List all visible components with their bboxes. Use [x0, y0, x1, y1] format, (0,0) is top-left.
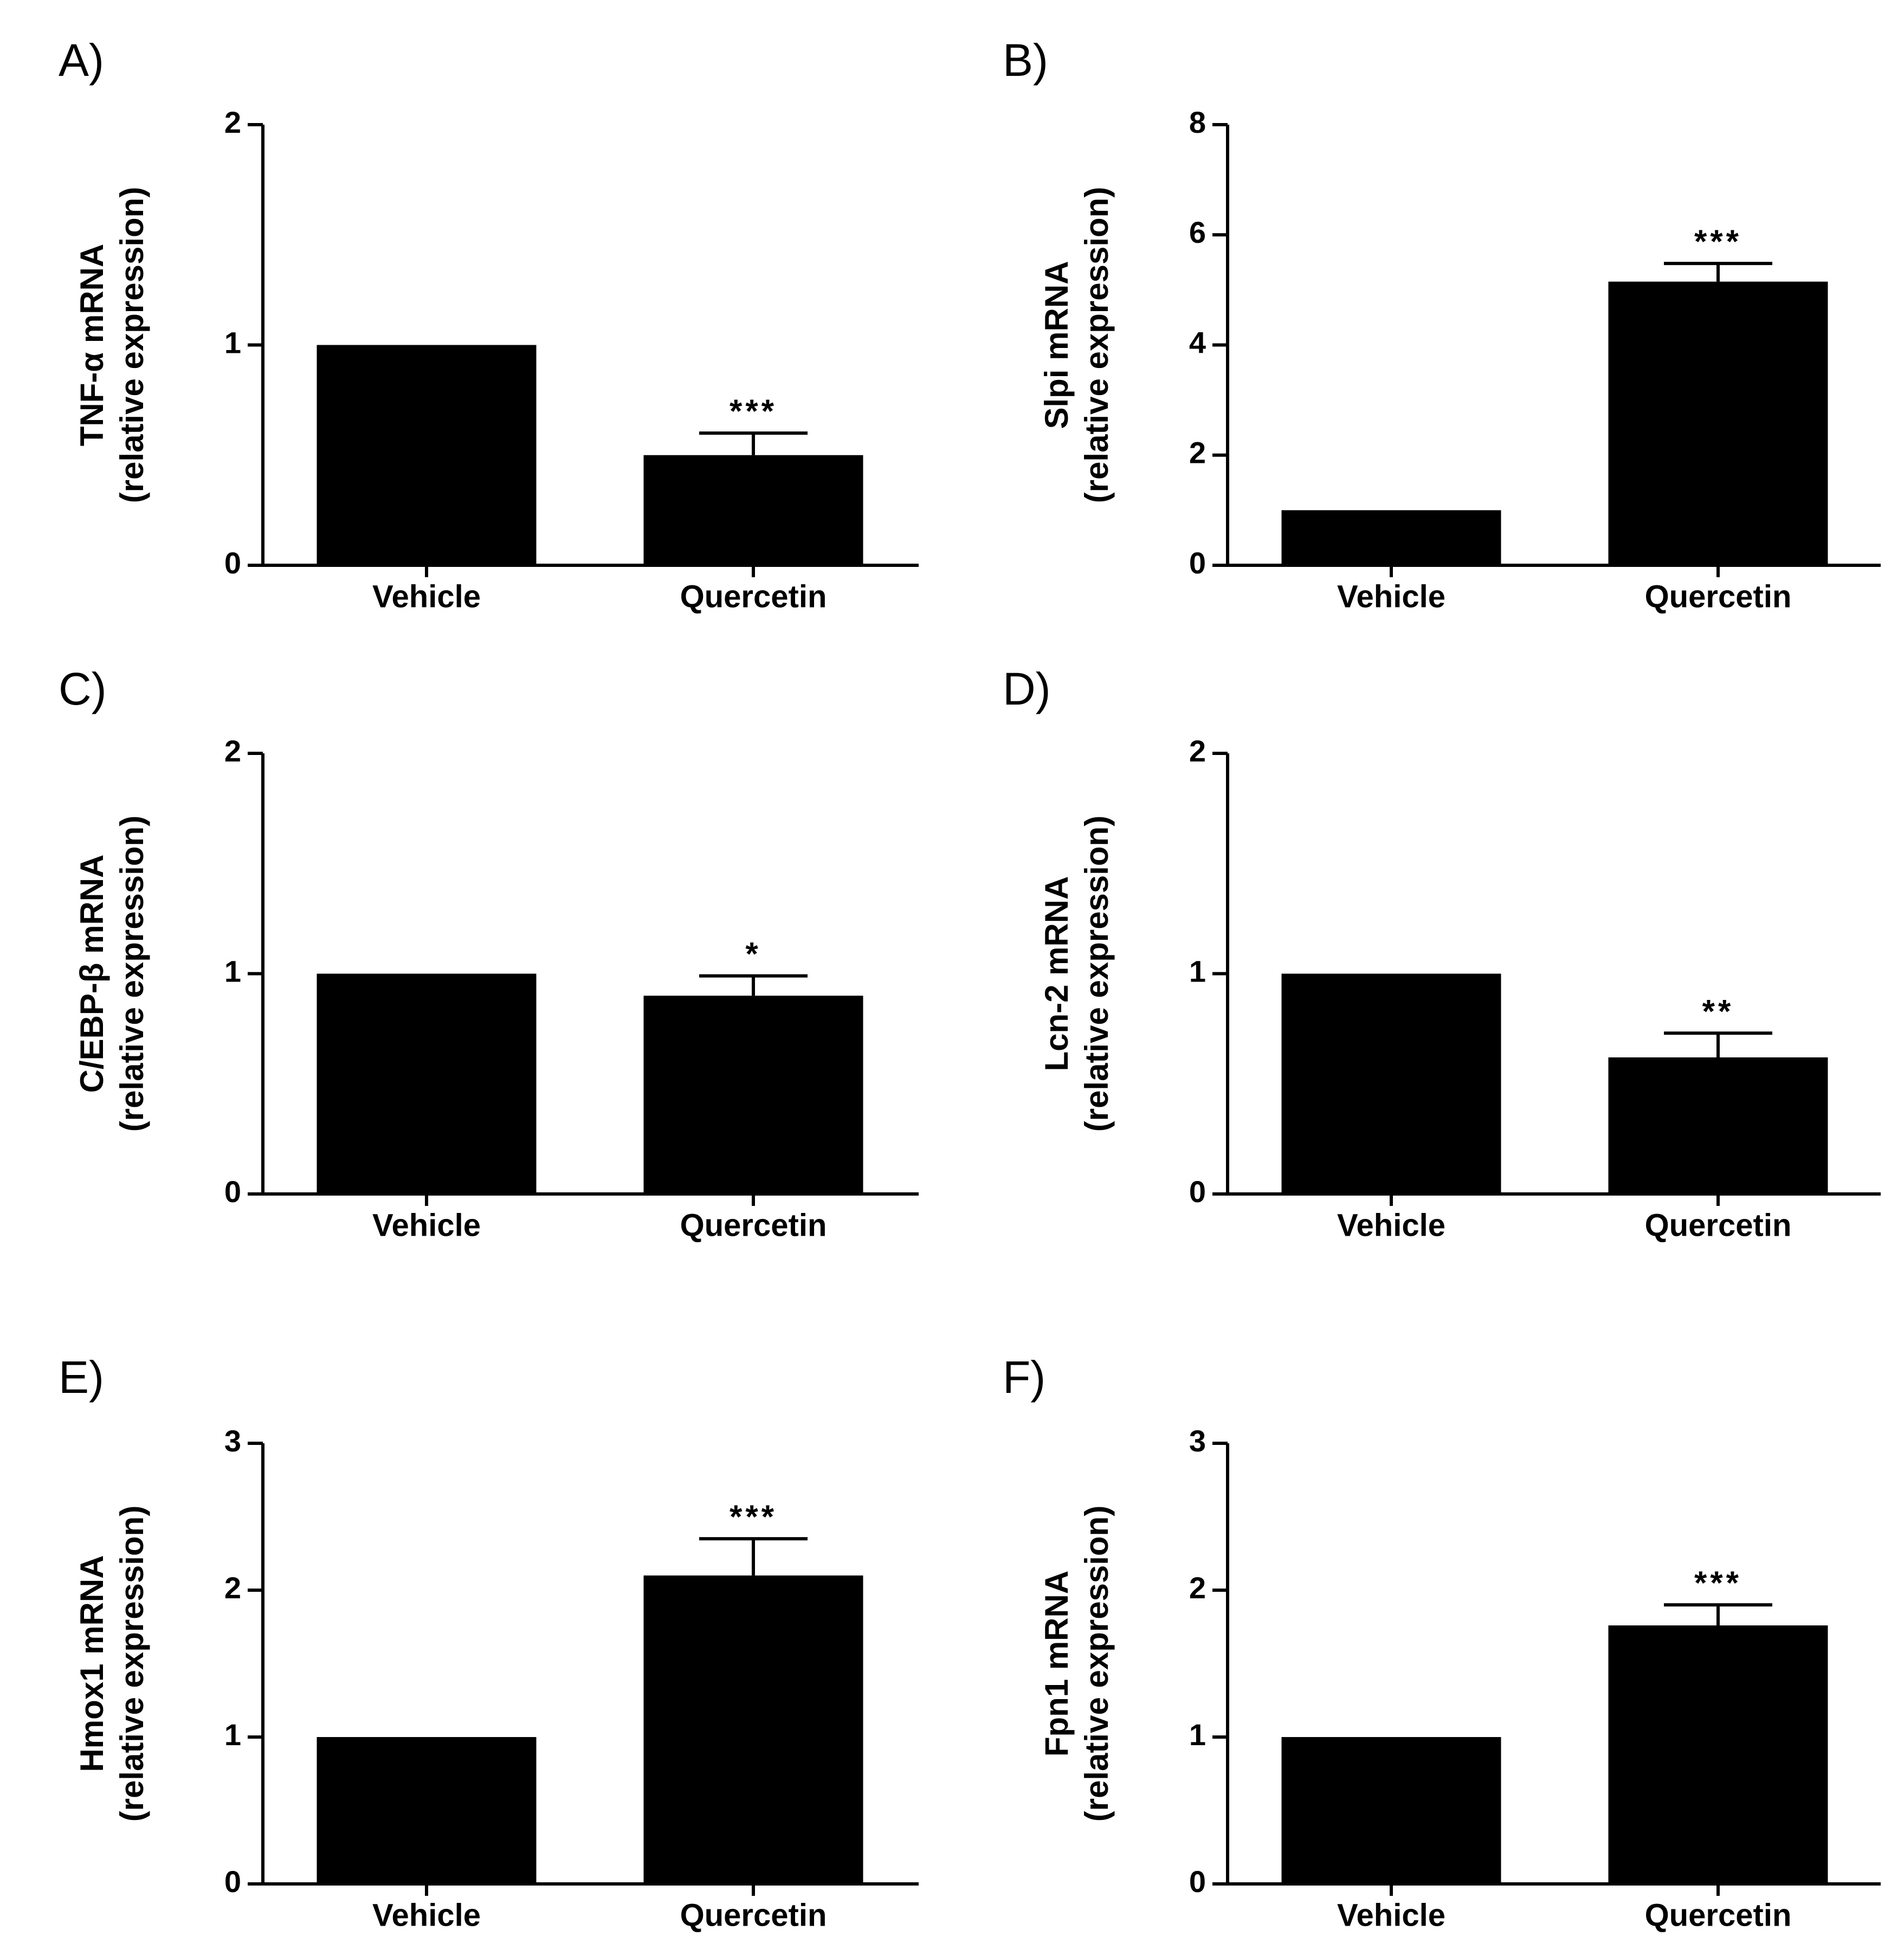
y-tick-label: 1 [1189, 954, 1206, 988]
y-axis-label-unit: (relative expression) [1079, 1506, 1115, 1822]
y-tick-label: 0 [224, 1864, 241, 1899]
y-tick-label: 1 [224, 325, 241, 359]
y-tick-label: 0 [1189, 1864, 1206, 1899]
y-tick-label: 0 [224, 546, 241, 580]
bar-vehicle [1281, 510, 1501, 565]
chart-panel-b: B) Slpi mRNA (relative expression) 0 2 4 6 8 Veh… [1003, 35, 1881, 614]
x-category-label: Vehicle [372, 579, 481, 614]
y-tick-label: 3 [1189, 1424, 1206, 1458]
y-axis-label: C/EBP-β mRNA (relative expression) [74, 816, 150, 1132]
y-axis-label-title: C/EBP-β mRNA [74, 855, 110, 1093]
y-tick-label: 0 [1189, 1174, 1206, 1209]
x-category-label: Vehicle [1337, 1897, 1445, 1933]
bar-vehicle [1281, 1737, 1501, 1884]
chart-panel-e: E) Hmox1 mRNA (relative expression) 0 1 2 3 Veh… [59, 1352, 919, 1933]
significance-marker: * [745, 936, 761, 972]
panel-letter: A) [59, 35, 104, 86]
y-axis-label-unit: (relative expression) [1079, 816, 1115, 1132]
x-category-label: Quercetin [680, 1208, 827, 1243]
y-tick-label: 1 [224, 1718, 241, 1752]
y-tick-label: 2 [1189, 734, 1206, 768]
y-tick-label: 0 [1189, 546, 1206, 580]
y-axis-label: Hmox1 mRNA (relative expression) [74, 1506, 150, 1822]
significance-marker: *** [730, 393, 777, 429]
y-tick-label: 8 [1189, 105, 1206, 139]
y-axis-label: TNF-α mRNA (relative expression) [74, 187, 150, 503]
bar-quercetin [643, 996, 863, 1194]
x-category-label: Vehicle [372, 1208, 481, 1243]
y-axis-label-unit: (relative expression) [1079, 187, 1115, 503]
y-tick-label: 3 [224, 1424, 241, 1458]
x-category-label: Quercetin [680, 1897, 827, 1933]
panel-letter: D) [1003, 663, 1051, 714]
x-category-label: Quercetin [680, 579, 827, 614]
y-axis-label-unit: (relative expression) [114, 1506, 150, 1822]
x-category-label: Vehicle [372, 1897, 481, 1933]
y-axis-label: Slpi mRNA (relative expression) [1038, 187, 1115, 503]
panel-letter: B) [1003, 35, 1048, 86]
y-tick-label: 2 [224, 105, 241, 139]
y-axis-label-title: Slpi mRNA [1038, 261, 1075, 429]
bar-vehicle [317, 1737, 537, 1884]
chart-panel-f: F) Fpn1 mRNA (relative expression) 0 1 2 3 Vehi… [1003, 1352, 1881, 1933]
y-tick-label: 2 [1189, 436, 1206, 470]
y-axis-label-unit: (relative expression) [114, 187, 150, 503]
significance-marker: *** [1694, 1565, 1742, 1601]
chart-panel-a: A) TNF-α mRNA (relative expression) 0 1 2 Vehi… [59, 35, 919, 614]
significance-marker: *** [1694, 223, 1742, 260]
chart-panel-d: D) Lcn-2 mRNA (relative expression) 0 1 2 Vehi… [1003, 663, 1881, 1243]
y-axis-label-title: Fpn1 mRNA [1038, 1571, 1075, 1757]
panel-letter: F) [1003, 1352, 1045, 1403]
y-tick-label: 4 [1189, 325, 1206, 359]
y-axis-label-unit: (relative expression) [114, 816, 150, 1132]
chart-panel-c: C) C/EBP-β mRNA (relative expression) 0 1 2 Ve… [59, 663, 919, 1243]
y-tick-label: 2 [1189, 1571, 1206, 1605]
x-category-label: Quercetin [1645, 1897, 1792, 1933]
significance-marker: ** [1702, 993, 1734, 1029]
y-tick-label: 2 [224, 734, 241, 768]
bar-quercetin [643, 1575, 863, 1884]
y-tick-label: 0 [224, 1174, 241, 1209]
bar-quercetin [1608, 1057, 1828, 1194]
y-axis-label: Fpn1 mRNA (relative expression) [1038, 1506, 1115, 1822]
bar-vehicle [317, 345, 537, 565]
bar-quercetin [643, 455, 863, 565]
y-axis-label: Lcn-2 mRNA (relative expression) [1038, 816, 1115, 1132]
y-tick-label: 1 [224, 954, 241, 988]
y-axis-label-title: Hmox1 mRNA [74, 1555, 110, 1772]
bar-vehicle [317, 973, 537, 1194]
panel-letter: E) [59, 1352, 104, 1403]
panel-letter: C) [59, 663, 107, 714]
bar-quercetin [1608, 281, 1828, 565]
y-tick-label: 6 [1189, 215, 1206, 249]
bar-quercetin [1608, 1625, 1828, 1884]
bar-vehicle [1281, 973, 1501, 1194]
y-tick-label: 1 [1189, 1718, 1206, 1752]
x-category-label: Quercetin [1645, 579, 1792, 614]
significance-marker: *** [730, 1499, 777, 1535]
y-axis-label-title: TNF-α mRNA [74, 244, 110, 447]
x-category-label: Vehicle [1337, 579, 1445, 614]
y-tick-label: 2 [224, 1571, 241, 1605]
x-category-label: Quercetin [1645, 1208, 1792, 1243]
x-category-label: Vehicle [1337, 1208, 1445, 1243]
y-axis-label-title: Lcn-2 mRNA [1038, 876, 1075, 1071]
